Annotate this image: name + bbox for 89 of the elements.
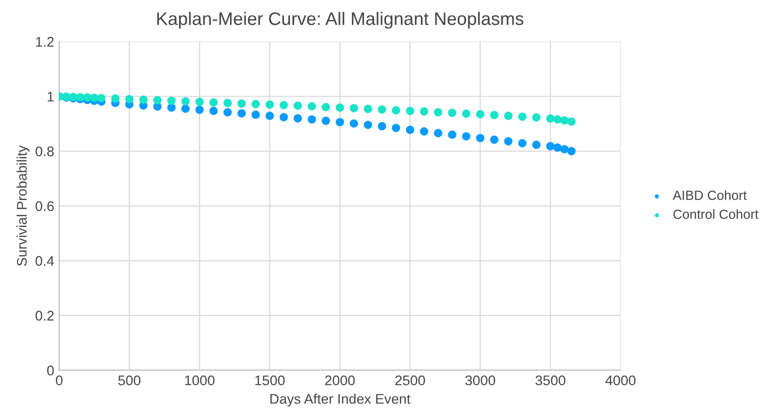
point: [490, 135, 498, 144]
point: [434, 128, 442, 138]
y-axis-title: Survivial Probability: [16, 145, 30, 266]
point: [322, 116, 330, 125]
point: [504, 137, 512, 146]
legend-label: AIBD Cohort: [672, 190, 747, 200]
point: [181, 97, 190, 106]
point: [97, 94, 106, 102]
point: [553, 115, 562, 124]
x-tick-label: 3000: [465, 375, 496, 386]
point: [336, 118, 344, 126]
point: [406, 106, 414, 116]
point: [420, 107, 428, 116]
x-tick-label: 1500: [255, 375, 285, 386]
point: [294, 114, 302, 122]
point: [392, 124, 400, 132]
point: [181, 104, 190, 113]
point: [490, 110, 498, 120]
y-tick-label: 1.2: [36, 36, 54, 47]
point: [546, 114, 555, 123]
point: [546, 142, 555, 150]
y-tick-label: 0.8: [36, 146, 54, 156]
chart-title: Kaplan-Meier Curve: All Malignant Neoplasms: [157, 12, 524, 29]
point: [532, 113, 541, 122]
point: [237, 99, 246, 108]
point: [322, 102, 330, 112]
point: [209, 106, 218, 116]
y-tick-label: 1: [48, 92, 54, 102]
point: [350, 119, 358, 128]
y-tick-label: 0: [47, 366, 54, 376]
point: [364, 104, 372, 114]
point: [195, 98, 204, 106]
point: [462, 132, 470, 141]
x-tick-label: 2000: [325, 375, 355, 386]
point: [378, 105, 386, 114]
point: [560, 145, 569, 154]
point: [420, 127, 428, 136]
x-axis-title: Days After Index Event: [270, 394, 410, 407]
point: [364, 120, 372, 130]
point: [111, 94, 120, 103]
point: [223, 108, 232, 116]
point: [553, 143, 562, 152]
point: [280, 113, 288, 122]
x-tick-label: 4000: [605, 375, 636, 386]
y-tick-label: 0.4: [36, 256, 54, 266]
point: [223, 98, 232, 108]
point: [209, 98, 218, 107]
point: [504, 112, 512, 120]
point: [195, 106, 204, 114]
point: [350, 104, 358, 112]
point: [139, 95, 148, 104]
point: [90, 94, 98, 102]
x-tick-label: 3500: [535, 375, 566, 386]
point: [294, 102, 302, 110]
point: [252, 100, 260, 108]
point: [392, 106, 400, 115]
point: [252, 110, 260, 119]
point: [567, 146, 576, 156]
point: [567, 117, 576, 126]
point: [518, 139, 527, 148]
point: [406, 126, 414, 134]
y-tick-label: 0.2: [36, 310, 54, 321]
point: [560, 116, 569, 125]
point: [308, 102, 316, 110]
point: [266, 100, 274, 109]
x-tick-label: 2500: [395, 375, 425, 386]
point: [125, 94, 134, 104]
point: [167, 96, 176, 105]
point: [237, 109, 246, 118]
x-tick-label: 1000: [185, 375, 214, 386]
point: [83, 93, 92, 102]
legend-label: Control Cohort: [673, 209, 758, 219]
x-tick-label: 0: [56, 375, 63, 386]
point: [153, 96, 162, 104]
point: [462, 109, 470, 118]
point: [280, 100, 288, 110]
point: [336, 103, 344, 112]
point: [476, 110, 484, 118]
y-tick-label: 0.6: [36, 201, 54, 212]
point: [378, 122, 386, 130]
point: [434, 108, 442, 116]
point: [476, 134, 484, 142]
point: [448, 130, 456, 139]
point: [308, 115, 316, 124]
point: [518, 112, 527, 121]
x-tick-label: 500: [118, 375, 140, 386]
point: [448, 108, 456, 117]
point: [532, 140, 541, 150]
point: [266, 112, 274, 120]
